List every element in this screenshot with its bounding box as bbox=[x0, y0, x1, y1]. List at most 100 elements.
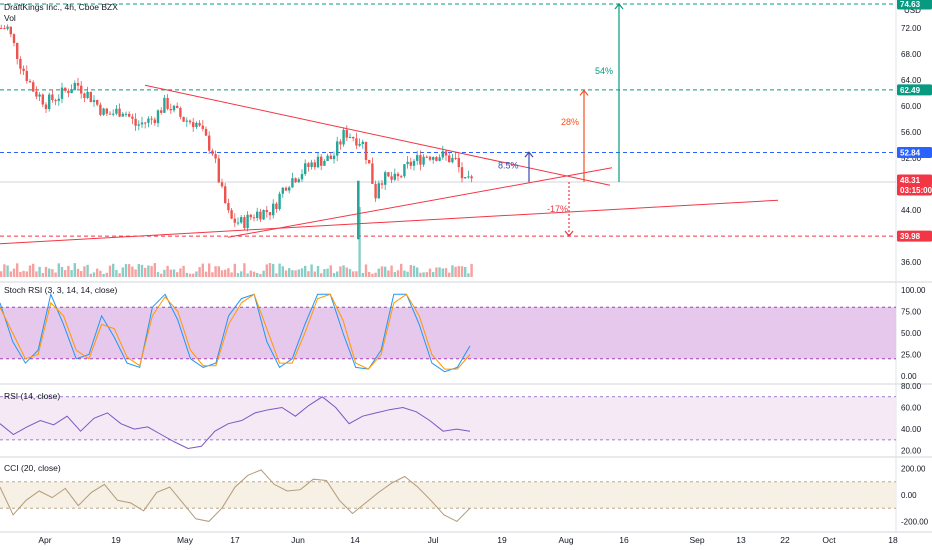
candle-body bbox=[412, 160, 416, 166]
volume-bar bbox=[425, 272, 428, 277]
x-axis-label: 16 bbox=[619, 535, 629, 545]
candle-body bbox=[422, 156, 425, 165]
volume-bar bbox=[460, 266, 464, 277]
symbol-title[interactable]: DraftKings Inc., 4h, Cboe BZX bbox=[4, 2, 118, 12]
candle-body bbox=[393, 173, 396, 180]
volume-bar bbox=[374, 272, 377, 277]
candle-body bbox=[22, 68, 25, 72]
price-badge bbox=[897, 84, 932, 96]
candle-body bbox=[35, 91, 38, 97]
volume-bar bbox=[156, 272, 160, 277]
x-axis-label: 19 bbox=[111, 535, 121, 545]
long-support-trendline bbox=[0, 199, 779, 245]
stoch-title[interactable]: Stoch RSI (3, 3, 14, 14, close) bbox=[4, 285, 118, 295]
rsi-title[interactable]: RSI (14, close) bbox=[4, 391, 61, 401]
currency-label: USD bbox=[904, 6, 921, 15]
volume-bar bbox=[192, 273, 195, 277]
x-axis-label: 22 bbox=[780, 535, 790, 545]
x-axis-label: 19 bbox=[497, 535, 507, 545]
candle-body bbox=[51, 94, 54, 101]
candle-body bbox=[300, 174, 304, 180]
candle-body bbox=[262, 209, 265, 220]
x-axis-label: Jul bbox=[428, 535, 439, 545]
volume-bar bbox=[166, 265, 169, 277]
candle-body bbox=[256, 211, 259, 219]
candle-body bbox=[179, 107, 182, 117]
candle-body bbox=[108, 113, 112, 115]
candle-body bbox=[419, 155, 422, 165]
price-tick-label: 64.00 bbox=[901, 76, 922, 85]
volume-bar bbox=[380, 266, 384, 277]
price-badge-label: 62.49 bbox=[900, 86, 921, 95]
candle-body bbox=[48, 94, 51, 110]
price-tick-label: 44.00 bbox=[901, 206, 922, 215]
volume-label[interactable]: Vol bbox=[4, 13, 16, 23]
candle-body bbox=[432, 157, 435, 160]
price-badge-label: 52.84 bbox=[900, 149, 921, 158]
candle-body bbox=[435, 157, 438, 161]
candle-body bbox=[9, 26, 12, 35]
candle-body bbox=[3, 28, 6, 30]
candle-body bbox=[377, 183, 380, 199]
candle-body bbox=[6, 26, 9, 29]
candle-body bbox=[304, 163, 307, 175]
candle-body bbox=[163, 97, 166, 113]
candle-body bbox=[374, 183, 377, 199]
candle-body bbox=[92, 100, 96, 102]
volume-bar bbox=[400, 263, 403, 277]
candle-body bbox=[166, 97, 169, 110]
cci-tick: 0.00 bbox=[901, 491, 917, 500]
candle-body bbox=[425, 156, 428, 158]
volume-bar bbox=[112, 263, 115, 277]
candle-body bbox=[371, 163, 374, 184]
candle-body bbox=[457, 157, 460, 168]
candle-body bbox=[249, 214, 252, 218]
arrow-down-head bbox=[564, 230, 574, 237]
candle-body bbox=[188, 120, 192, 123]
candle-body bbox=[89, 91, 92, 102]
pct-label-mid: 28% bbox=[561, 117, 579, 127]
candle-body bbox=[345, 129, 348, 138]
price-tick-label: 72.00 bbox=[901, 24, 922, 33]
candle-body bbox=[384, 172, 387, 185]
candle-body bbox=[329, 155, 332, 160]
candle-body bbox=[102, 108, 105, 115]
candle-body bbox=[0, 28, 3, 29]
price-badge-label: 39.98 bbox=[900, 232, 921, 241]
volume-bar bbox=[278, 263, 281, 277]
candle-body bbox=[220, 182, 224, 187]
candle-body bbox=[67, 90, 70, 94]
pct-label-down: -17% bbox=[547, 204, 568, 214]
candle-body bbox=[326, 155, 329, 161]
volume-bar bbox=[195, 271, 198, 277]
stoch-series-line bbox=[0, 293, 471, 370]
stoch-tick: 0.00 bbox=[901, 372, 917, 381]
x-axis-label: 18 bbox=[888, 535, 898, 545]
candle-body bbox=[451, 157, 454, 163]
volume-bar bbox=[76, 268, 80, 277]
volume-bar bbox=[153, 263, 156, 277]
candle-body bbox=[307, 163, 310, 167]
volume-bar bbox=[313, 271, 316, 277]
volume-bar bbox=[464, 266, 467, 277]
volume-bar bbox=[448, 272, 451, 277]
volume-bar bbox=[284, 270, 288, 277]
support-trendline bbox=[227, 167, 613, 238]
candle-body bbox=[192, 122, 195, 127]
volume-bar bbox=[102, 273, 105, 277]
volume-bar bbox=[243, 263, 246, 277]
volume-bar bbox=[217, 266, 220, 277]
candle-body bbox=[83, 93, 86, 98]
candle-body bbox=[131, 116, 134, 119]
volume-bar bbox=[86, 264, 89, 277]
volume-bar bbox=[28, 265, 32, 277]
cci-tick: 200.00 bbox=[901, 465, 926, 474]
cci-title[interactable]: CCI (20, close) bbox=[4, 463, 61, 473]
volume-bar bbox=[198, 267, 201, 277]
price-tick-label: 56.00 bbox=[901, 128, 922, 137]
volume-bar bbox=[64, 270, 67, 277]
gap-candle bbox=[357, 180, 360, 240]
volume-bar bbox=[240, 271, 243, 277]
candle-body bbox=[444, 151, 448, 156]
